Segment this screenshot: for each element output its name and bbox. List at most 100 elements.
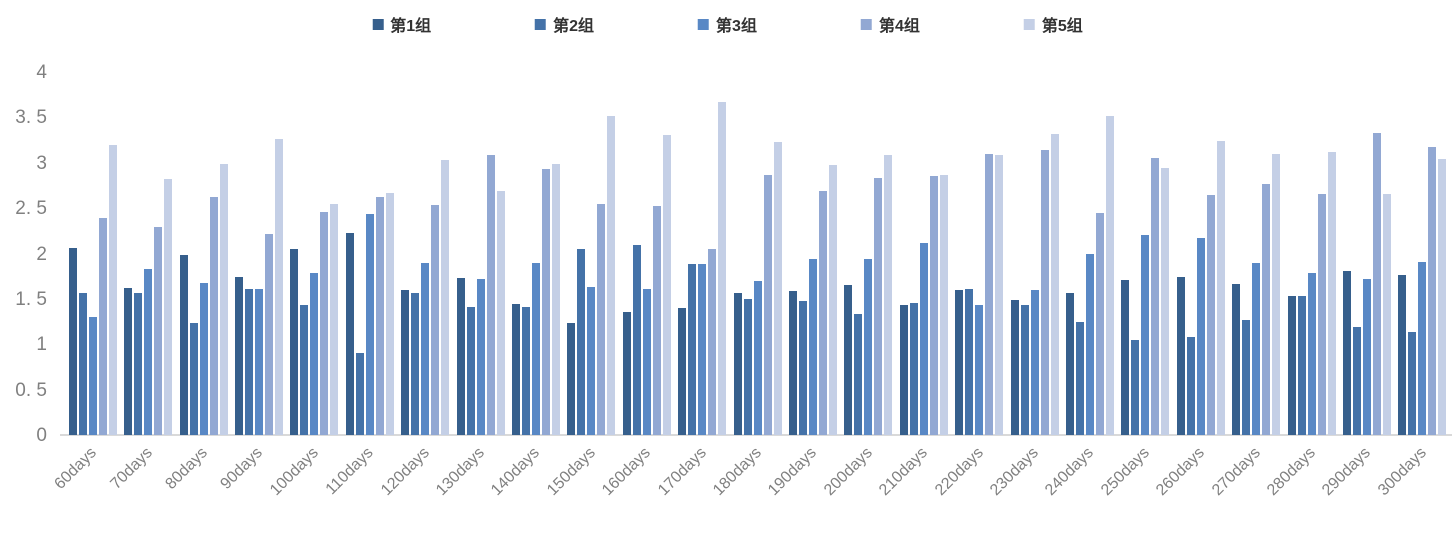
bar — [511, 304, 520, 435]
y-axis-tick-label: 3 — [36, 152, 47, 174]
x-axis-tick-label: 150days — [543, 444, 599, 500]
bar — [577, 248, 586, 435]
bar — [753, 280, 762, 435]
bar — [828, 164, 837, 435]
x-axis-line — [60, 434, 1452, 436]
bar — [486, 155, 495, 435]
legend-label: 第3组 — [716, 18, 757, 35]
bar — [909, 302, 918, 435]
bar — [1040, 150, 1049, 435]
x-axis-tick-label: 180days — [710, 444, 765, 500]
bar — [1085, 253, 1094, 435]
y-axis-tick-label: 0. 5 — [15, 379, 47, 401]
bar — [1105, 115, 1114, 435]
bar — [466, 307, 475, 435]
y-axis-tick-label: 4 — [36, 62, 47, 83]
bar — [818, 190, 827, 435]
bar — [773, 141, 782, 435]
bar — [808, 258, 817, 435]
bar — [567, 323, 576, 435]
bar — [411, 293, 420, 435]
x-axis-tick-label: 240days — [1042, 444, 1098, 500]
bar — [718, 101, 727, 435]
x-axis-tick-label: 260days — [1153, 444, 1209, 500]
bar — [355, 353, 364, 435]
bar — [1352, 327, 1361, 435]
bar — [1382, 193, 1391, 435]
y-axis-tick-label: 2. 5 — [15, 198, 47, 220]
x-axis-tick-label: 130days — [433, 444, 488, 500]
x-axis-tick-label: 280days — [1264, 444, 1319, 500]
bar — [1121, 279, 1130, 435]
bar — [1232, 284, 1241, 435]
bar — [1262, 183, 1271, 435]
bar — [310, 272, 319, 435]
bar — [975, 305, 984, 435]
bar — [375, 197, 384, 435]
x-axis-tick-label: 300days — [1374, 444, 1430, 500]
x-axis-tick-label: 160days — [599, 444, 655, 500]
bar — [1317, 193, 1326, 435]
bar — [733, 292, 742, 435]
legend-marker-icon — [1023, 18, 1035, 30]
x-axis-tick-label: 100days — [266, 444, 322, 500]
bar — [1161, 168, 1170, 435]
bar — [708, 248, 717, 435]
bar — [1020, 305, 1029, 435]
bar — [199, 282, 208, 435]
bar — [622, 312, 631, 435]
legend-item-5: 第5组 — [1023, 12, 1083, 36]
bar — [1075, 321, 1084, 435]
bar — [531, 263, 540, 435]
legend-marker-icon — [535, 18, 547, 30]
legend-item-3: 第3组 — [698, 12, 757, 36]
bar — [365, 214, 374, 435]
bar — [78, 293, 87, 435]
bar — [652, 206, 661, 435]
bar — [1362, 278, 1371, 435]
bar — [1342, 270, 1351, 435]
bar — [1131, 339, 1140, 435]
bar — [1095, 212, 1104, 435]
bar — [662, 134, 671, 435]
bar — [788, 290, 797, 435]
bar — [678, 307, 687, 435]
legend-item-4: 第4组 — [860, 12, 920, 36]
bar — [264, 233, 273, 435]
bar — [134, 292, 143, 435]
bar — [108, 144, 117, 435]
bar — [698, 264, 707, 435]
bar — [1065, 293, 1074, 435]
bar — [1272, 153, 1281, 435]
x-axis-tick-label: 80days — [162, 444, 211, 493]
legend-marker-icon — [860, 18, 872, 30]
legend-label: 第4组 — [878, 18, 920, 35]
bar — [642, 288, 651, 435]
bar — [632, 245, 641, 435]
bar — [995, 155, 1004, 435]
bar — [1030, 289, 1039, 435]
bar — [521, 307, 530, 435]
bar — [607, 115, 616, 435]
x-axis-tick-label: 190days — [765, 444, 821, 500]
bar — [1418, 261, 1427, 435]
bar — [219, 163, 228, 435]
x-axis-tick-label: 90days — [217, 444, 267, 493]
x-axis-tick-label: 230days — [987, 444, 1042, 500]
bar — [541, 169, 550, 435]
bar — [330, 203, 339, 435]
bar — [98, 218, 107, 435]
y-axis-tick-label: 1 — [36, 334, 47, 356]
bar — [431, 205, 440, 435]
bar — [68, 248, 77, 435]
bar — [385, 192, 394, 435]
bar — [476, 278, 485, 435]
bar — [597, 203, 606, 435]
bar — [244, 288, 253, 435]
legend-item-2: 第2组 — [535, 12, 594, 36]
bar — [1252, 263, 1261, 435]
y-axis-tick-label: 0 — [36, 425, 47, 446]
x-axis-tick-label: 110days — [323, 444, 378, 499]
x-axis-tick-label: 120days — [377, 444, 433, 500]
